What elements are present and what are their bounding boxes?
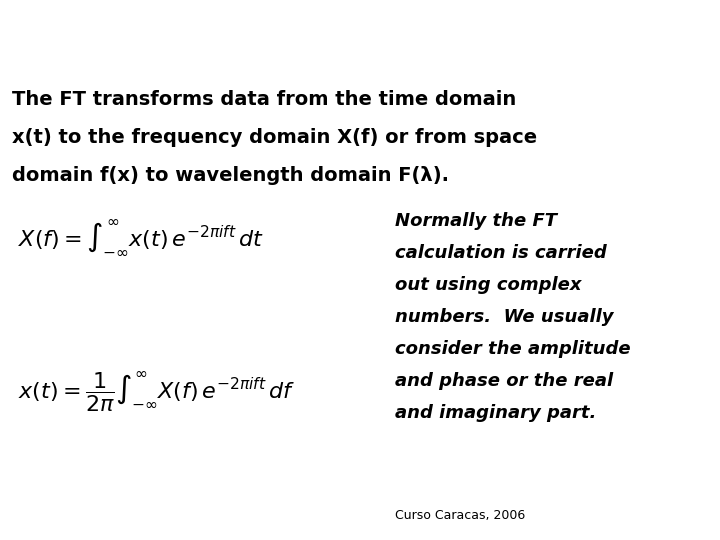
Text: A: A	[644, 17, 666, 45]
Text: x(t) to the frequency domain X(f) or from space: x(t) to the frequency domain X(f) or fro…	[12, 128, 537, 147]
Text: $x(t) = \dfrac{1}{2\pi} \int_{-\infty}^{\infty} X(f)\,e^{-2\pi i f t}\,df$: $x(t) = \dfrac{1}{2\pi} \int_{-\infty}^{…	[18, 369, 295, 414]
Text: calculation is carried: calculation is carried	[395, 244, 607, 262]
Text: The Fourier Transformation: The Fourier Transformation	[11, 15, 524, 48]
Text: numbers.  We usually: numbers. We usually	[395, 308, 613, 326]
Text: and phase or the real: and phase or the real	[395, 372, 613, 390]
Text: consider the amplitude: consider the amplitude	[395, 340, 631, 358]
Text: and imaginary part.: and imaginary part.	[395, 404, 596, 422]
Text: $X(f) = \int_{-\infty}^{\infty} x(t)\,e^{-2\pi i f t}\,dt$: $X(f) = \int_{-\infty}^{\infty} x(t)\,e^…	[18, 217, 264, 256]
Text: U: U	[685, 17, 707, 45]
Text: domain f(x) to wavelength domain F(λ).: domain f(x) to wavelength domain F(λ).	[12, 166, 449, 185]
Text: C: C	[604, 17, 624, 45]
Text: Normally the FT: Normally the FT	[395, 212, 557, 230]
Text: Curso Caracas, 2006: Curso Caracas, 2006	[395, 509, 526, 522]
Text: out using complex: out using complex	[395, 276, 582, 294]
Text: The FT transforms data from the time domain: The FT transforms data from the time dom…	[12, 90, 516, 109]
